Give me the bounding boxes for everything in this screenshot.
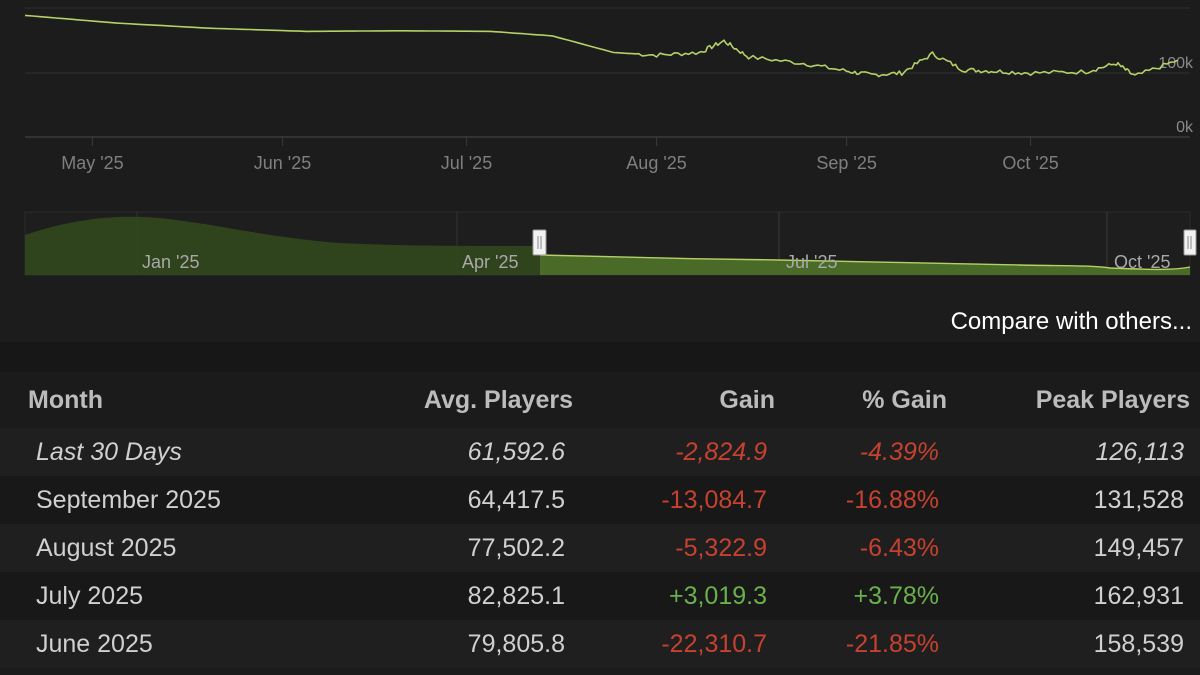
y-tick-100k: 100k [1158, 55, 1194, 72]
compare-with-others-link[interactable]: Compare with others... [950, 308, 1192, 335]
cell-pct-gain: -6.43% [775, 524, 947, 572]
cell-avg-players: 79,805.8 [330, 620, 575, 668]
cell-peak-players: 158,539 [947, 620, 1200, 668]
cell-avg-players: 64,417.5 [330, 476, 575, 524]
cell-month: September 2025 [0, 476, 330, 524]
header-month[interactable]: Month [0, 372, 330, 428]
monthly-stats-table: Month Avg. Players Gain % Gain Peak Play… [0, 372, 1200, 668]
x-tick-label: Sep '25 [816, 153, 877, 173]
table-row: Last 30 Days 61,592.6 -2,824.9 -4.39% 126,11… [0, 428, 1200, 476]
x-axis-ticks: May '25 Jun '25 Jul '25 Aug '25 Sep '25 Oct '… [61, 137, 1059, 173]
x-tick-label: Jul '25 [441, 153, 492, 173]
section-divider [0, 342, 1200, 372]
cell-avg-players: 77,502.2 [330, 524, 575, 572]
cell-peak-players: 131,528 [947, 476, 1200, 524]
cell-month: July 2025 [0, 572, 330, 620]
x-tick-label: Jun '25 [254, 153, 311, 173]
navigator-left-handle[interactable] [532, 229, 547, 256]
cell-peak-players: 126,113 [947, 428, 1200, 476]
table-row: September 2025 64,417.5 -13,084.7 -16.88% 13… [0, 476, 1200, 524]
navigator-area-unselected [25, 216, 540, 275]
cell-pct-gain: -21.85% [775, 620, 947, 668]
table-header-row: Month Avg. Players Gain % Gain Peak Play… [0, 372, 1200, 428]
cell-peak-players: 149,457 [947, 524, 1200, 572]
range-navigator[interactable]: Jan '25 Apr '25 Jul '25 Oct '25 [0, 205, 1200, 285]
cell-gain: -2,824.9 [575, 428, 775, 476]
table-row: August 2025 77,502.2 -5,322.9 -6.43% 149,457 [0, 524, 1200, 572]
navigator-tick-jul: Jul '25 [786, 252, 837, 272]
x-tick-label: May '25 [61, 153, 123, 173]
table-row: July 2025 82,825.1 +3,019.3 +3.78% 162,931 [0, 572, 1200, 620]
table-row: June 2025 79,805.8 -22,310.7 -21.85% 158,539 [0, 620, 1200, 668]
cell-pct-gain: -16.88% [775, 476, 947, 524]
cell-gain: +3,019.3 [575, 572, 775, 620]
navigator-right-handle[interactable] [1183, 229, 1197, 256]
player-count-series-line [24, 14, 1179, 78]
navigator-tick-oct: Oct '25 [1114, 252, 1170, 272]
cell-gain: -5,322.9 [575, 524, 775, 572]
player-chart-panel: May '25 Jun '25 Jul '25 Aug '25 Sep '25 Oct '… [0, 0, 1200, 335]
navigator-tick-jan: Jan '25 [142, 252, 199, 272]
player-count-chart[interactable]: May '25 Jun '25 Jul '25 Aug '25 Sep '25 Oct '… [0, 0, 1200, 185]
cell-gain: -13,084.7 [575, 476, 775, 524]
cell-month: August 2025 [0, 524, 330, 572]
cell-pct-gain: +3.78% [775, 572, 947, 620]
cell-peak-players: 162,931 [947, 572, 1200, 620]
x-tick-label: Aug '25 [626, 153, 687, 173]
header-peak-players[interactable]: Peak Players [947, 372, 1200, 428]
header-avg-players[interactable]: Avg. Players [330, 372, 575, 428]
header-gain[interactable]: Gain [575, 372, 775, 428]
navigator-tick-apr: Apr '25 [462, 252, 518, 272]
navigator-line-selected [539, 254, 1191, 271]
cell-gain: -22,310.7 [575, 620, 775, 668]
cell-avg-players: 82,825.1 [330, 572, 575, 620]
cell-pct-gain: -4.39% [775, 428, 947, 476]
cell-month: Last 30 Days [0, 428, 330, 476]
navigator-area-selected [540, 255, 1190, 275]
y-tick-0k: 0k [1176, 119, 1194, 136]
cell-month: June 2025 [0, 620, 330, 668]
cell-avg-players: 61,592.6 [330, 428, 575, 476]
header-pct-gain[interactable]: % Gain [775, 372, 947, 428]
x-tick-label: Oct '25 [1002, 153, 1058, 173]
